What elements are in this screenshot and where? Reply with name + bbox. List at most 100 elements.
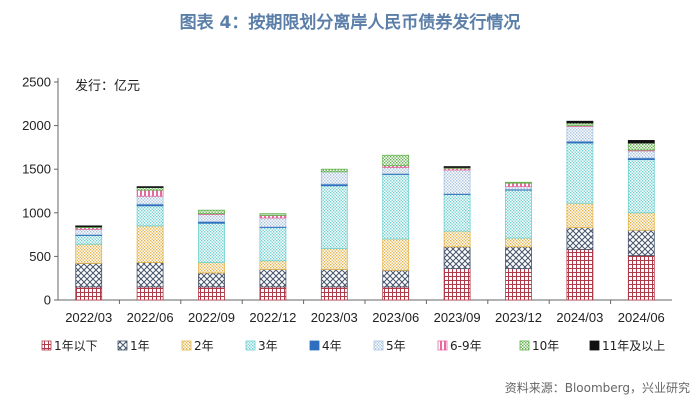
bar-segment: [75, 225, 103, 228]
bar-segment: [505, 189, 532, 239]
bar-segment: [320, 168, 348, 173]
bar-segment: [198, 272, 225, 288]
bar-segment: [259, 213, 287, 216]
bar-segment: [627, 142, 655, 151]
bar-segment: [382, 238, 410, 271]
bar-segment: [627, 255, 655, 301]
legend-swatch: [181, 340, 192, 351]
bar-segment: [382, 174, 410, 240]
x-tick-label: 2024/06: [618, 310, 665, 325]
bar-segment: [259, 269, 287, 288]
bar-segment: [566, 126, 594, 142]
axes: 0 500 1000 1500 2000 2500 2022/03 2022/06 2022/0…: [22, 75, 672, 325]
bar-segment: [627, 212, 655, 231]
bar-segment: [382, 167, 410, 174]
y-tick-label: 2000: [22, 118, 51, 133]
bar-segment: [566, 249, 594, 301]
legend-label: 11年及以上: [602, 339, 665, 353]
bar-segment: [505, 246, 532, 270]
y-tick-label: 500: [29, 249, 51, 264]
bar-segment: [627, 229, 655, 256]
bar-segment: [259, 286, 287, 301]
bar-segment: [443, 166, 471, 168]
bar-segment: [566, 227, 594, 250]
bar-segment: [75, 262, 103, 288]
bar-segment: [320, 286, 348, 301]
legend-swatch: [373, 340, 384, 351]
y-tick-label: 1500: [22, 162, 51, 177]
legend: 1年以下 1年 2年 3年 4年 5年 6-9年 10年 11年及以上: [41, 339, 665, 353]
bar-segment: [136, 225, 164, 263]
legend-swatch: [245, 340, 256, 351]
bar-segment: [505, 237, 532, 248]
bar-segment: [75, 235, 103, 245]
legend-label: 4年: [322, 339, 342, 353]
bar-segment: [566, 202, 594, 229]
bar-segment: [136, 186, 164, 188]
bar-segment: [259, 227, 287, 262]
y-tick-label: 2500: [22, 75, 51, 90]
bar-segment: [443, 194, 471, 232]
legend-swatch: [117, 340, 128, 351]
bar-segment: [198, 262, 225, 274]
legend-label: 3年: [258, 339, 278, 353]
x-tick-label: 2022/06: [127, 310, 174, 325]
bar-segment: [259, 260, 287, 270]
legend-label: 10年: [532, 339, 559, 353]
x-tick-label: 2023/12: [495, 310, 542, 325]
bar-segment: [136, 205, 164, 227]
legend-label: 5年: [386, 339, 406, 353]
bar-segment: [136, 195, 164, 205]
bar-segment: [382, 269, 410, 288]
bar-segment: [136, 286, 164, 301]
bar-segment: [505, 181, 532, 184]
bar-segment: [382, 154, 410, 167]
bars: [75, 120, 655, 301]
bar-segment: [443, 230, 471, 248]
bar-segment: [75, 228, 103, 235]
bar-segment: [627, 150, 655, 159]
legend-label: 2年: [194, 339, 214, 353]
y-tick-label: 1000: [22, 205, 51, 220]
chart-title: 图表 4：按期限划分离岸人民币债券发行情况: [180, 12, 521, 33]
legend-swatch: [309, 340, 320, 351]
bar-segment: [627, 159, 655, 214]
bar-segment: [320, 248, 348, 270]
bar-segment: [320, 185, 348, 249]
bar-segment: [259, 217, 287, 228]
legend-label: 1年以下: [54, 339, 98, 353]
x-tick-label: 2023/03: [311, 310, 358, 325]
bar-segment: [198, 286, 225, 301]
legend-label: 1年: [130, 339, 150, 353]
legend-swatch: [41, 340, 52, 351]
x-tick-label: 2023/09: [434, 310, 481, 325]
bar-segment: [198, 214, 225, 222]
bar-segment: [75, 286, 103, 301]
x-tick-label: 2023/06: [372, 310, 419, 325]
legend-label: 6-9年: [450, 339, 482, 353]
bar-segment: [136, 262, 164, 288]
bar-segment: [627, 140, 655, 144]
bar-segment: [443, 246, 471, 270]
x-tick-label: 2022/12: [249, 310, 296, 325]
bar-segment: [320, 269, 348, 288]
bar-segment: [443, 169, 471, 195]
bar-segment: [566, 120, 594, 124]
bar-segment: [505, 182, 532, 188]
y-tick-label: 0: [44, 293, 51, 308]
x-tick-label: 2022/03: [65, 310, 112, 325]
bar-segment: [198, 209, 225, 215]
bar-segment: [382, 286, 410, 301]
unit-label: 发行：亿元: [75, 78, 140, 94]
bar-segment: [136, 189, 164, 197]
source-note: 资料来源：Bloomberg，兴业研究: [505, 380, 690, 395]
x-tick-label: 2024/03: [556, 310, 603, 325]
bar-segment: [320, 171, 348, 185]
bar-segment: [443, 268, 471, 301]
bar-segment: [75, 243, 103, 264]
x-tick-label: 2022/09: [188, 310, 235, 325]
bar-segment: [566, 142, 594, 204]
legend-swatch: [589, 340, 600, 351]
legend-swatch: [519, 340, 530, 351]
